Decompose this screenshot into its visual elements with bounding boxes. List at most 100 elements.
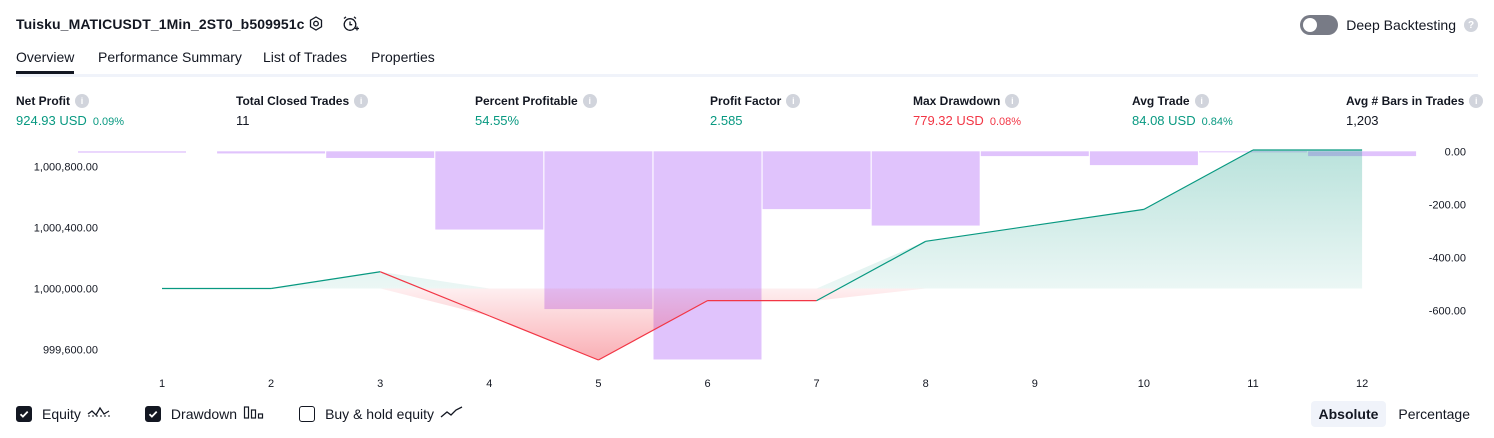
report-header: Tuisku_MATICUSDT_1Min_2ST0_b509951c Deep…	[16, 14, 1478, 36]
deep-backtesting-toggle[interactable]	[1300, 15, 1339, 35]
add-alert-icon[interactable]	[340, 14, 360, 34]
equity-drawdown-chart: 1,000,800.00 1,000,400.00 1,000,000.00 999,…	[34, 146, 1466, 390]
tab-list-of-trades[interactable]: List of Trades	[263, 49, 348, 65]
equity-line-segment	[379, 271, 490, 317]
buy-hold-checkbox[interactable]	[299, 406, 316, 422]
stat-avg-trade: Avg Trade i 84.08 USD 0.84%	[1132, 94, 1233, 128]
stat-percent: 0.84%	[1201, 116, 1233, 128]
drawdown-bar	[871, 151, 980, 226]
legend-label: Buy & hold equity	[325, 406, 435, 422]
left-axis-tick-label: 1,000,400.00	[34, 223, 98, 235]
help-icon[interactable]: ?	[1464, 18, 1478, 32]
x-axis-tick-label: 4	[486, 378, 492, 390]
x-axis-tick-label: 6	[704, 378, 710, 390]
stat-profit-factor: Profit Factor i 2.585	[710, 94, 801, 128]
x-axis-tick-label: 1	[159, 378, 165, 390]
stat-percent: 0.09%	[92, 116, 125, 128]
tab-overview[interactable]: Overview	[16, 49, 75, 74]
equity-line-segment	[1143, 149, 1254, 210]
right-axis-tick-label: -400.00	[1429, 252, 1466, 264]
drawdown-bar	[326, 151, 435, 158]
tab-performance-summary[interactable]: Performance Summary	[98, 49, 242, 65]
stat-label: Net Profit	[16, 94, 70, 108]
stat-value: 924.93 USD	[16, 113, 87, 128]
x-axis-tick-label: 3	[377, 378, 383, 390]
stat-label: Percent Profitable	[475, 94, 578, 108]
x-axis-tick-label: 5	[595, 378, 601, 390]
stat-value: 11	[236, 113, 250, 128]
stat-value: 84.08 USD	[1132, 113, 1196, 128]
drawdown-bar	[544, 151, 653, 310]
right-axis-tick-label: -200.00	[1429, 199, 1466, 211]
stat-percent-profitable: Percent Profitable i 54.55%	[475, 94, 597, 128]
absolute-button[interactable]: Absolute	[1310, 401, 1387, 427]
drawdown-bars-icon	[243, 405, 265, 424]
stat-value: 779.32 USD	[913, 113, 984, 128]
legend-buy-hold[interactable]: Buy & hold equity	[299, 405, 464, 424]
stat-net-profit: Net Profit i 924.93 USD 0.09%	[16, 94, 124, 128]
deep-backtesting-control: Deep Backtesting ?	[1300, 14, 1478, 36]
stat-label: Profit Factor	[710, 94, 782, 108]
stat-percent: 0.08%	[989, 116, 1022, 128]
x-axis-tick-label: 9	[1032, 378, 1038, 390]
stat-value: 1,203	[1346, 113, 1379, 128]
left-axis-tick-label: 1,000,000.00	[34, 283, 98, 295]
info-icon[interactable]: i	[582, 94, 597, 108]
equity-line-segment	[925, 224, 1035, 242]
tab-properties[interactable]: Properties	[371, 49, 435, 65]
equity-line-segment	[1034, 208, 1144, 226]
right-axis-tick-label: 0.00	[1445, 146, 1466, 158]
equity-line-segment	[271, 271, 381, 290]
report-tabs: Overview Performance Summary List of Tra…	[16, 46, 1478, 77]
legend-equity[interactable]: Equity	[16, 405, 111, 424]
value-mode-switch: Absolute Percentage	[1307, 400, 1479, 428]
stat-avg-bars-in-trades: Avg # Bars in Trades i 1,203	[1346, 94, 1484, 128]
stat-label: Total Closed Trades	[236, 94, 350, 108]
equity-loss-area	[162, 288, 1363, 360]
summary-stats: Net Profit i 924.93 USD 0.09% Total Closed…	[16, 94, 1484, 130]
equity-wave-icon	[87, 405, 111, 424]
stat-value: 54.55%	[475, 113, 520, 128]
equity-line-segment	[816, 240, 926, 302]
drawdown-bar	[1089, 151, 1198, 166]
legend-drawdown[interactable]: Drawdown	[144, 405, 265, 424]
drawdown-bar	[653, 151, 762, 360]
x-axis-tick-label: 7	[814, 378, 820, 390]
drawdown-checkbox[interactable]	[144, 406, 161, 422]
chart-legend: Equity Drawdown Buy & hold equity	[16, 404, 498, 424]
strategy-title: Tuisku_MATICUSDT_1Min_2ST0_b509951c	[16, 16, 305, 32]
x-axis-tick-label: 10	[1138, 378, 1150, 390]
x-axis-tick-label: 2	[268, 378, 274, 390]
equity-checkbox[interactable]	[16, 406, 32, 422]
settings-icon[interactable]	[306, 14, 326, 34]
equity-line-segment	[489, 315, 599, 361]
legend-label: Drawdown	[170, 406, 238, 422]
buy-hold-line-icon	[440, 405, 464, 424]
info-icon[interactable]: i	[1469, 94, 1484, 108]
left-axis-tick-label: 1,000,800.00	[34, 162, 98, 174]
x-axis-tick-label: 12	[1356, 378, 1368, 390]
x-axis-tick-label: 11	[1247, 378, 1258, 390]
stat-label: Avg Trade	[1132, 94, 1190, 108]
stat-label: Max Drawdown	[913, 94, 1001, 108]
drawdown-bar	[762, 151, 871, 210]
info-icon[interactable]: i	[1005, 94, 1020, 108]
left-axis-tick-label: 999,600.00	[43, 344, 98, 356]
legend-label: Equity	[42, 406, 81, 422]
stat-max-drawdown: Max Drawdown i 779.32 USD 0.08%	[913, 94, 1021, 128]
deep-backtesting-label: Deep Backtesting	[1346, 17, 1456, 33]
info-icon[interactable]: i	[1194, 94, 1209, 108]
info-icon[interactable]: i	[75, 94, 89, 108]
equity-line-segment	[598, 300, 708, 361]
info-icon[interactable]: i	[354, 94, 369, 108]
x-axis-tick-label: 8	[923, 378, 929, 390]
info-icon[interactable]: i	[786, 94, 801, 108]
equity-gain-area	[162, 150, 1363, 289]
right-axis-tick-label: -600.00	[1429, 305, 1466, 317]
stat-total-closed-trades: Total Closed Trades i 11	[236, 94, 369, 128]
drawdown-bar	[435, 151, 544, 230]
percentage-button[interactable]: Percentage	[1398, 406, 1470, 422]
drawdown-bar	[78, 151, 186, 153]
drawdown-bar	[217, 151, 326, 154]
stat-label: Avg # Bars in Trades	[1346, 94, 1465, 108]
